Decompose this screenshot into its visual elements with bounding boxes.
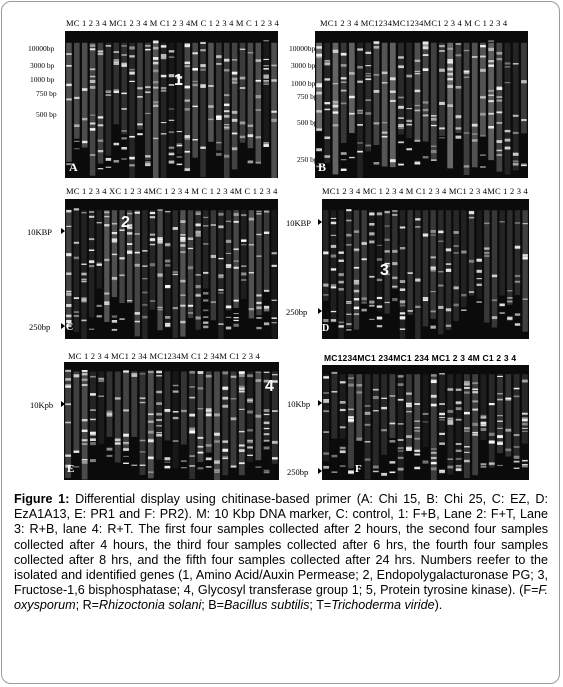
panel-f-letter: F (355, 463, 362, 475)
caption-body: Differential display using chitinase-bas… (14, 492, 548, 598)
panel-a-size-10000: 10000bp (28, 44, 55, 53)
caption-sep-1: ; R= (75, 598, 100, 613)
panel-c-lane-header: MC 1 2 3 4 XC 1 2 3 4MC 1 2 3 4 M C 1 2 … (66, 186, 278, 196)
panel-f-lane-header: MC1234MC1 234MC1 234 MC1 2 3 4M C1 2 3 4 (324, 353, 517, 363)
panel-a-annotation: 1 (174, 72, 183, 89)
panel-b-size-10000: 10000bp (289, 44, 316, 53)
panel-a-size-500: 500 bp (36, 110, 57, 119)
panel-a-letter: A (69, 160, 78, 174)
panel-b-size-500: 500 bp (297, 118, 318, 127)
panel-b-size-3000: 3000 bp (291, 61, 316, 70)
panel-e-letter: E (67, 463, 75, 475)
gel-bands (66, 208, 277, 339)
panel-a-size-750: 750 bp (36, 89, 57, 98)
panel-f-size-250: 250bp (287, 467, 309, 477)
caption-r-species: Rhizoctonia solani (99, 598, 202, 613)
panel-d-tick-10k (318, 219, 322, 225)
gel-bands (65, 369, 278, 480)
panel-e-tick-10k (61, 401, 65, 407)
caption-t-species: Trichoderma viride (331, 598, 435, 613)
panel-d-size-250: 250bp (286, 307, 308, 317)
panel-b-size-750: 750 bp (297, 92, 318, 101)
panel-f-tick-250 (318, 468, 322, 474)
panel-f-gel (322, 365, 529, 480)
gel-bands (323, 209, 528, 339)
panel-b-gel (315, 31, 528, 178)
caption-sep-3: ; T= (309, 598, 332, 613)
panel-c-tick-10k (61, 228, 65, 234)
panel-f-tick-10k (318, 400, 322, 406)
panel-e-gel (64, 362, 279, 480)
panel-e-annotation: 4 (265, 378, 274, 395)
panel-e-size-10k: 10Kpb (30, 400, 54, 410)
panel-d-tick-250 (318, 308, 322, 314)
figure-caption: Figure 1: Differential display using chi… (14, 492, 548, 614)
caption-end: ). (434, 598, 443, 613)
panel-c-gel (65, 199, 278, 339)
panel-b-size-250: 250 bp (297, 155, 318, 164)
panel-b-lane-header: MC1 2 3 4 MC1234MC1234MC1 2 3 4 M C 1 2 … (320, 18, 508, 28)
panel-a-size-3000: 3000 bp (30, 61, 55, 70)
panel-a-size-1000: 1000 bp (30, 75, 55, 84)
panel-c-tick-250 (61, 323, 65, 329)
caption-sep-2: ; B= (201, 598, 225, 613)
panel-c-size-10k: 10KBP (27, 227, 53, 237)
panel-e-size-250: 250bp (30, 471, 52, 481)
panel-c-size-250: 250bp (29, 322, 51, 332)
panel-f-size-10k: 10Kbp (287, 399, 311, 409)
panel-c-annotation: 2 (121, 214, 130, 231)
gel-bands (323, 371, 528, 480)
gel-bands (316, 40, 527, 178)
caption-label: Figure 1: (14, 492, 70, 506)
panel-d-gel (322, 199, 529, 339)
caption-b-species: Bacillus subtilis (224, 598, 310, 613)
panel-b-letter: B (318, 160, 327, 174)
panel-d-size-10k: 10KBP (286, 218, 312, 228)
panel-d-letter: D (322, 323, 330, 334)
panel-b-size-1000: 1000 bp (291, 79, 316, 88)
panel-d-annotation: 3 (380, 262, 389, 279)
panel-d-lane-header: MC1 2 3 4 MC 1 2 3 4 M C1 2 3 4 MC1 2 3 … (322, 186, 528, 196)
panel-a-lane-header: MC 1 2 3 4 MC1 2 3 4 M C1 2 3 4M C 1 2 3… (66, 18, 279, 28)
panel-e-lane-header: MC 1 2 3 4 MC1 2 34 MC1234M C1 2 34M C1 … (68, 351, 261, 361)
panel-c-letter: C (66, 322, 74, 333)
caption-f-species: F. oxysporum (14, 583, 548, 613)
gel-bands (66, 40, 277, 178)
panel-a-gel (65, 31, 278, 178)
